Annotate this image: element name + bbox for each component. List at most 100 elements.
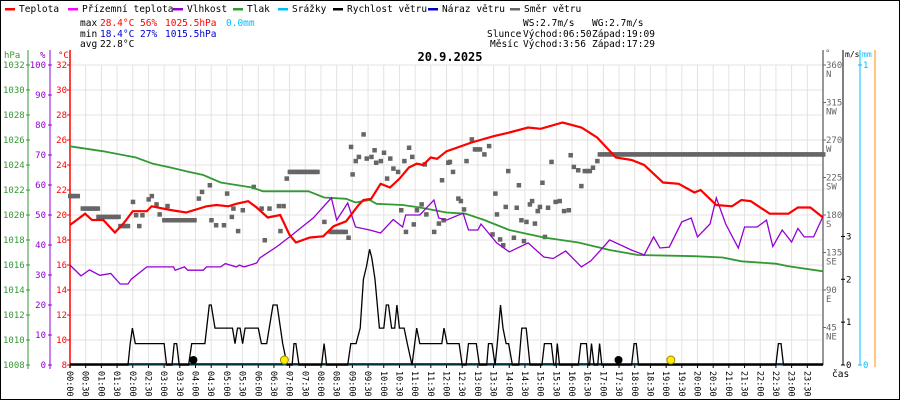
press-tick-label: 1008 <box>3 361 25 371</box>
time-tick-label: 18:30 <box>644 371 654 397</box>
wind-dir-point <box>813 152 818 157</box>
legend-swatch-4 <box>278 8 288 11</box>
wind-dir-point <box>810 152 816 157</box>
wind-dir-point <box>70 193 76 199</box>
temp-tick-label: 10 <box>56 336 67 346</box>
time-tick-label: 05:30 <box>237 371 247 397</box>
temp-tick-label: 28 <box>56 111 67 121</box>
wind-dir-point <box>414 208 420 213</box>
time-tick-label: 16:30 <box>582 371 592 397</box>
rain-tick-label: 1 <box>863 61 868 71</box>
hum-tick-label: 0 <box>41 361 46 371</box>
wind-dir-point <box>259 206 264 211</box>
wind-dir-point <box>475 147 480 152</box>
hum-tick-label: 80 <box>35 121 46 131</box>
time-tick-label: 05:00 <box>221 371 231 397</box>
time-tick-label: 18:00 <box>629 371 639 397</box>
temp-tick-label: 12 <box>56 311 67 321</box>
wind-dir-point <box>557 198 562 204</box>
wind-dir-point <box>482 152 487 157</box>
time-tick-label: 06:30 <box>268 371 278 397</box>
wind-dir-point <box>770 152 776 157</box>
time-tick-label: 17:30 <box>613 371 623 397</box>
time-tick-label: 10:30 <box>393 371 403 397</box>
wind-dir-point <box>519 218 524 223</box>
wind-dir-point <box>167 218 172 223</box>
wind-dir-point <box>497 237 503 242</box>
wind-dir-point <box>310 169 315 175</box>
wind-dir-point <box>305 169 310 175</box>
rain-unit: mm <box>862 50 872 59</box>
wind-dir-point <box>85 206 91 211</box>
wind-dir-point <box>207 183 213 188</box>
wind-dir-point <box>120 223 126 229</box>
wind-dir-point <box>350 172 355 177</box>
wind-dir-point <box>224 191 230 196</box>
wind-dir-point <box>388 156 393 161</box>
avg-label: avg <box>80 39 97 50</box>
wind-dir-point <box>493 191 498 196</box>
wind-dir-point <box>710 152 716 157</box>
wind-dir-point <box>447 159 453 165</box>
wind-dir-point <box>735 152 741 157</box>
x-axis-label: čas <box>832 369 849 380</box>
wind-dir-point <box>93 206 98 211</box>
wind-dir-point <box>612 152 618 157</box>
legend-label: Vlhkost <box>187 4 227 15</box>
wind-dir-point <box>607 152 613 157</box>
wind-dir-point <box>402 158 407 164</box>
wind-dir-point <box>199 189 205 195</box>
press-unit: hPa <box>4 51 20 61</box>
hum-tick-label: 30 <box>35 271 46 281</box>
wind-dir-point <box>165 203 170 209</box>
time-tick-label: 03:00 <box>158 371 168 397</box>
wind-dir-point <box>297 169 303 175</box>
wind-dir-point <box>768 152 773 157</box>
wind-speed-line <box>70 249 823 366</box>
time-tick-label: 17:00 <box>597 371 607 397</box>
wind-dir-point <box>667 152 673 157</box>
wind-dir-point <box>775 152 781 157</box>
hum-tick-label: 60 <box>35 181 46 191</box>
wind-dir-point <box>615 152 620 157</box>
wind-dir-point <box>292 169 298 175</box>
min-humidity: 27% <box>140 29 157 40</box>
wind-dir-point <box>728 152 733 157</box>
time-tick-label: 07:00 <box>284 371 294 397</box>
wind-dir-point <box>545 205 551 210</box>
hum-tick-label: 90 <box>35 91 46 101</box>
wind-dir-point <box>620 152 625 157</box>
time-tick-label: 14:30 <box>519 371 529 397</box>
hum-unit: % <box>40 51 46 61</box>
wind-dir-point <box>229 214 235 220</box>
wind-dir-point <box>622 152 628 157</box>
wind-dir-point <box>505 168 511 174</box>
legend-swatch-3 <box>233 8 243 11</box>
wind-dir-point <box>378 158 384 164</box>
rain-tick-label: 0 <box>863 361 868 371</box>
legend-swatch-2 <box>173 8 183 11</box>
wind-dir-point <box>800 152 806 157</box>
wind-dir-point <box>785 152 791 157</box>
wind-dir-point <box>605 152 610 157</box>
wind-dir-point <box>123 223 128 229</box>
time-tick-label: 10:00 <box>378 371 388 397</box>
wind-dir-point <box>516 183 522 188</box>
dir-compass-label: S <box>826 220 831 230</box>
wind-gust-stat: WG:2.7m/s <box>592 18 643 29</box>
time-tick-label: 15:30 <box>550 371 560 397</box>
legend-label: Přízemní teplota <box>82 4 174 15</box>
wind-dir-point <box>276 203 282 209</box>
axes: hPa1032103010281026102410221020101810161… <box>3 49 876 371</box>
wind-dir-point <box>169 218 175 223</box>
wind-dir-point <box>660 152 665 157</box>
legend-label: Tlak <box>247 4 270 15</box>
dir-compass-label: N <box>826 70 831 80</box>
wind-unit: m/s <box>845 50 860 59</box>
wind-dir-point <box>575 168 581 173</box>
moonrise-marker <box>189 356 198 364</box>
time-tick-label: 11:00 <box>409 371 419 397</box>
time-tick-label: 03:30 <box>174 371 184 397</box>
wind-dir-point <box>571 164 577 170</box>
max-label: max <box>80 18 97 29</box>
